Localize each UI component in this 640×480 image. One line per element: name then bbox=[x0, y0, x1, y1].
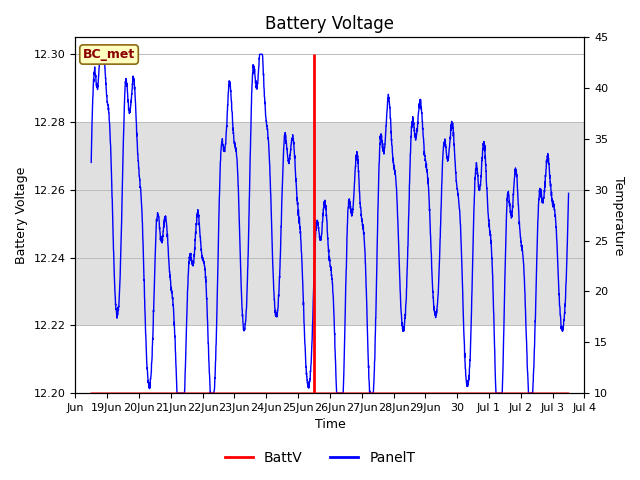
Y-axis label: Battery Voltage: Battery Voltage bbox=[15, 167, 28, 264]
Title: Battery Voltage: Battery Voltage bbox=[266, 15, 394, 33]
Bar bbox=[76, 122, 584, 325]
X-axis label: Time: Time bbox=[314, 419, 345, 432]
Legend: BattV, PanelT: BattV, PanelT bbox=[220, 445, 420, 471]
Y-axis label: Temperature: Temperature bbox=[612, 176, 625, 255]
Text: BC_met: BC_met bbox=[83, 48, 135, 61]
